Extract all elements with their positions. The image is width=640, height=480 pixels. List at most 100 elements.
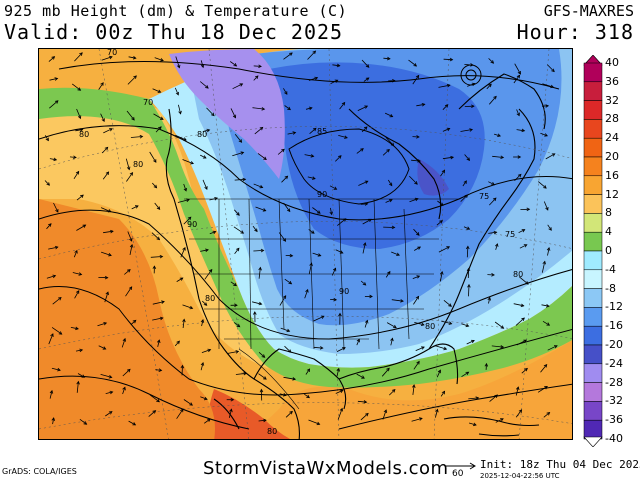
wind-arrow-head [131, 116, 135, 121]
wind-arrow [104, 291, 109, 303]
wind-arrow-head [363, 400, 368, 404]
wind-arrow [541, 261, 546, 273]
wind-arrow-head [413, 63, 418, 67]
wind-arrow-head [129, 238, 133, 242]
wind-arrow [337, 408, 343, 420]
wind-arrow-head [53, 157, 58, 162]
wind-arrow [391, 251, 400, 256]
wind-arrow-head [54, 245, 59, 250]
wind-arrow-head [311, 230, 315, 234]
color-scale-tick: -8 [605, 281, 616, 295]
wind-arrow [486, 83, 492, 90]
wind-arrow [305, 368, 310, 375]
wind-arrow [183, 216, 192, 225]
wind-arrow [443, 58, 453, 61]
wind-arrow-head [387, 270, 391, 275]
wind-arrow [519, 276, 529, 285]
grads-credit: GrADS: COLA/IGES [2, 467, 77, 476]
wind-arrow-head [206, 128, 211, 133]
wind-arrow [181, 365, 183, 376]
wind-arrow [515, 409, 522, 418]
wind-arrow [382, 409, 387, 420]
wind-arrow [125, 158, 130, 170]
wind-arrow-head [419, 417, 423, 421]
wind-arrow-head [396, 252, 400, 256]
wind-arrow-head [516, 386, 520, 391]
color-scale-cell [583, 213, 603, 233]
wind-arrow-head [360, 148, 364, 152]
wind-arrow [51, 327, 62, 335]
wind-arrow [52, 297, 62, 305]
wind-arrow [128, 420, 136, 426]
wind-arrow-head [441, 169, 446, 174]
wind-arrow [232, 83, 243, 90]
wind-arrow [309, 127, 317, 135]
wind-arrow-head [362, 242, 367, 246]
wind-arrow-head [75, 326, 79, 331]
wind-arrow-head [491, 273, 495, 277]
wind-arrow-head [316, 421, 321, 426]
wind-arrow-head [521, 317, 525, 322]
wind-arrow-head [306, 394, 310, 399]
wind-arrow [279, 393, 287, 396]
wind-arrow [488, 58, 494, 64]
wind-arrow [202, 179, 208, 190]
wind-arrow [75, 129, 83, 132]
color-scale-cell [583, 325, 603, 346]
wind-arrow [233, 226, 244, 234]
wind-arrow-head [158, 368, 163, 372]
wind-arrow-head [203, 396, 208, 401]
wind-arrow [308, 77, 318, 81]
wind-arrow [200, 362, 204, 371]
wind-arrow-head [309, 262, 313, 267]
wind-arrow [460, 194, 468, 202]
wind-arrow-head [189, 402, 193, 406]
wind-arrow-head [305, 288, 309, 293]
color-scale-tick: 20 [605, 150, 619, 163]
wind-arrow [283, 52, 293, 60]
wind-arrow [361, 126, 368, 133]
wind-arrow [543, 412, 550, 418]
wind-arrow-head [416, 275, 421, 279]
wind-arrow-head [386, 56, 391, 61]
wind-arrow [540, 132, 548, 137]
wind-arrow-head [388, 199, 393, 203]
wind-arrow-head [364, 180, 369, 184]
wind-arrow [516, 109, 520, 116]
wind-arrow-head [435, 408, 439, 413]
wind-arrow-head [50, 333, 54, 337]
wind-arrow-head [444, 104, 449, 108]
green-band-region [39, 87, 572, 388]
wind-arrow [100, 251, 112, 256]
wind-arrow-head [316, 210, 321, 214]
wind-arrow-head [415, 295, 420, 300]
wind-arrow-head [471, 339, 475, 344]
wind-arrow [277, 148, 285, 155]
wind-arrow [362, 242, 366, 254]
wind-arrow-head [443, 346, 448, 351]
color-scale-tick: -24 [605, 356, 623, 370]
wind-arrow [157, 340, 160, 347]
wind-arrow-head [48, 223, 52, 227]
wind-arrow [387, 179, 393, 186]
wind-arrow-head [500, 155, 505, 159]
wind-arrow [152, 182, 157, 189]
wind-arrow [202, 129, 210, 132]
color-scale-cell [583, 231, 603, 252]
wind-arrow-head [242, 177, 247, 182]
contour-label: 80 [425, 322, 435, 331]
color-scale-cell [583, 175, 603, 195]
wind-arrow [151, 232, 160, 240]
contour-label: 75 [505, 230, 515, 239]
wind-arrow [105, 391, 113, 394]
wind-arrow-head [182, 318, 186, 323]
wind-arrow-head [521, 229, 526, 233]
wind-arrow [279, 295, 287, 306]
wind-arrow-head [258, 266, 262, 271]
wind-arrow-head [152, 265, 157, 269]
wind-arrow-head [284, 175, 289, 180]
site-credit: StormVistaWxModels.com [203, 458, 449, 479]
wind-arrow [176, 408, 184, 419]
wind-arrow [183, 399, 193, 406]
wind-arrow [440, 271, 443, 282]
